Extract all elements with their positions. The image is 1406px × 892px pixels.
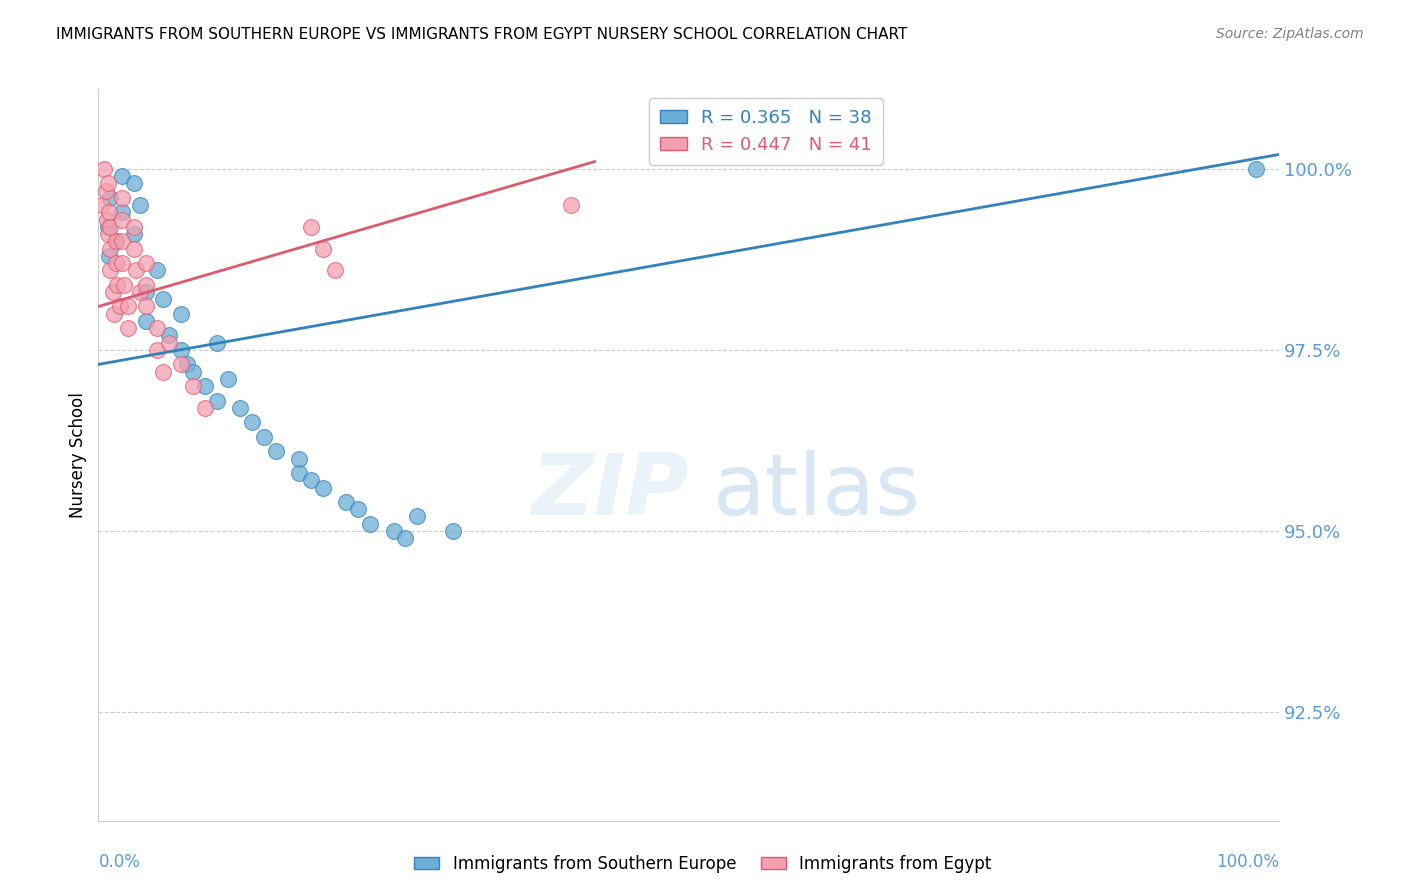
Point xyxy=(97,177,120,191)
Point xyxy=(323,263,346,277)
Point xyxy=(157,335,180,350)
Point xyxy=(288,466,311,480)
Point xyxy=(181,379,204,393)
Point xyxy=(122,242,145,256)
Point xyxy=(98,249,121,263)
Point xyxy=(170,343,193,357)
Point xyxy=(135,277,157,292)
Point xyxy=(135,285,157,299)
Point xyxy=(157,328,180,343)
Point xyxy=(122,219,145,234)
Point xyxy=(347,502,370,516)
Point xyxy=(205,335,228,350)
Point xyxy=(128,198,150,212)
Point xyxy=(97,227,120,241)
Point xyxy=(264,444,287,458)
Point xyxy=(112,277,135,292)
Point xyxy=(122,227,145,241)
Point xyxy=(312,481,335,495)
Point xyxy=(194,401,217,415)
Point xyxy=(122,177,145,191)
Point xyxy=(128,285,150,299)
Text: 100.0%: 100.0% xyxy=(1216,854,1279,871)
Point xyxy=(111,234,134,248)
Point xyxy=(240,415,263,429)
Point xyxy=(359,516,381,531)
Point xyxy=(108,300,131,314)
Point xyxy=(152,292,174,306)
Point xyxy=(97,219,120,234)
Point xyxy=(312,242,335,256)
Point xyxy=(441,524,464,538)
Point xyxy=(111,205,134,219)
Point xyxy=(170,358,193,372)
Point xyxy=(152,365,174,379)
Point xyxy=(105,277,128,292)
Point xyxy=(98,263,121,277)
Point xyxy=(105,256,128,270)
Point xyxy=(101,285,124,299)
Point xyxy=(111,212,134,227)
Y-axis label: Nursery School: Nursery School xyxy=(69,392,87,518)
Point xyxy=(299,219,322,234)
Point xyxy=(91,198,114,212)
Point xyxy=(205,393,228,408)
Point xyxy=(105,234,128,248)
Point xyxy=(93,161,115,176)
Point xyxy=(105,234,128,248)
Point xyxy=(382,524,405,538)
Point xyxy=(146,343,169,357)
Point xyxy=(170,307,193,321)
Point xyxy=(394,531,416,545)
Point xyxy=(111,256,134,270)
Text: atlas: atlas xyxy=(713,450,921,533)
Point xyxy=(288,451,311,466)
Point xyxy=(176,358,198,372)
Point xyxy=(194,379,217,393)
Point xyxy=(96,212,118,227)
Point xyxy=(146,321,169,335)
Point xyxy=(135,300,157,314)
Point xyxy=(111,169,134,183)
Text: 0.0%: 0.0% xyxy=(98,854,141,871)
Point xyxy=(1244,161,1267,176)
Text: ZIP: ZIP xyxy=(531,450,689,533)
Legend: Immigrants from Southern Europe, Immigrants from Egypt: Immigrants from Southern Europe, Immigra… xyxy=(408,848,998,880)
Point xyxy=(125,263,148,277)
Point xyxy=(98,205,121,219)
Point xyxy=(146,263,169,277)
Point xyxy=(103,307,125,321)
Point xyxy=(117,300,139,314)
Point xyxy=(111,191,134,205)
Point xyxy=(94,184,117,198)
Point xyxy=(117,321,139,335)
Text: IMMIGRANTS FROM SOUTHERN EUROPE VS IMMIGRANTS FROM EGYPT NURSERY SCHOOL CORRELAT: IMMIGRANTS FROM SOUTHERN EUROPE VS IMMIG… xyxy=(56,27,908,42)
Point xyxy=(229,401,252,415)
Point xyxy=(253,430,276,444)
Point xyxy=(299,473,322,487)
Point xyxy=(217,372,239,386)
Point xyxy=(560,198,582,212)
Point xyxy=(98,219,121,234)
Point xyxy=(135,314,157,328)
Point xyxy=(406,509,429,524)
Point xyxy=(98,191,121,205)
Point xyxy=(98,242,121,256)
Point xyxy=(181,365,204,379)
Point xyxy=(135,256,157,270)
Text: Source: ZipAtlas.com: Source: ZipAtlas.com xyxy=(1216,27,1364,41)
Legend: R = 0.365   N = 38, R = 0.447   N = 41: R = 0.365 N = 38, R = 0.447 N = 41 xyxy=(648,98,883,165)
Point xyxy=(335,495,357,509)
